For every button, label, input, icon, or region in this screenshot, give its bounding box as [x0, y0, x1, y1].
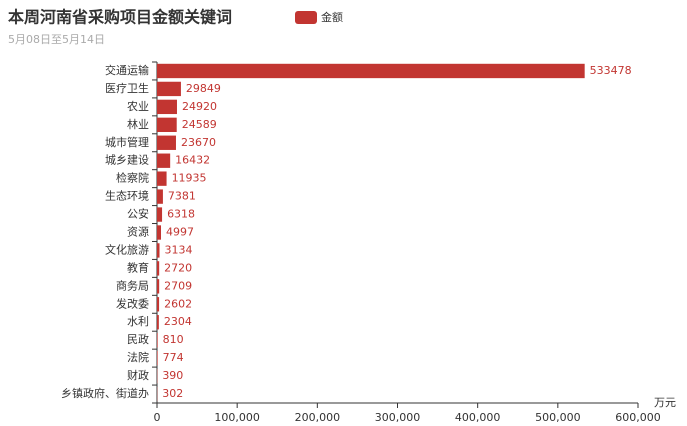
x-tick-label: 600,000	[615, 411, 661, 424]
x-tick-label: 300,000	[375, 411, 421, 424]
value-label: 302	[162, 387, 183, 400]
value-label: 11935	[172, 172, 207, 185]
y-tick-label: 医疗卫生	[105, 81, 149, 95]
bar	[157, 63, 585, 79]
x-tick-label: 0	[154, 411, 161, 424]
chart-subtitle: 5月08日至5月14日	[8, 33, 105, 46]
y-tick-label: 检察院	[116, 171, 149, 185]
bar	[157, 189, 163, 204]
value-label: 24589	[182, 118, 217, 131]
y-tick-label: 水利	[127, 315, 149, 328]
y-tick-label: 城乡建设	[105, 153, 149, 167]
y-tick-label: 文化旅游	[105, 242, 149, 256]
y-tick-label: 城市管理	[105, 135, 149, 149]
bar	[157, 153, 171, 168]
bar	[157, 81, 181, 97]
value-label: 2602	[164, 297, 192, 310]
bar	[157, 135, 176, 150]
x-axis-label: 万元	[654, 396, 676, 409]
y-tick-label: 民政	[127, 332, 149, 346]
y-tick-label: 法院	[127, 350, 149, 364]
bar	[157, 207, 163, 222]
y-tick-label: 教育	[127, 260, 149, 274]
value-label: 774	[163, 351, 184, 364]
bar	[157, 243, 160, 258]
chart-title: 本周河南省采购项目金额关键词	[8, 8, 232, 27]
value-label: 16432	[175, 154, 210, 167]
bar	[157, 350, 158, 366]
bar	[157, 315, 159, 330]
value-label: 810	[163, 333, 184, 346]
value-label: 3134	[165, 243, 193, 256]
value-label: 533478	[590, 64, 632, 77]
x-tick-label: 500,000	[535, 411, 581, 424]
value-label: 390	[162, 369, 183, 382]
y-tick-label: 发改委	[116, 296, 149, 310]
y-tick-label: 商务局	[116, 278, 149, 292]
bar	[157, 261, 160, 276]
bar	[157, 117, 177, 132]
bar	[157, 99, 177, 115]
value-label: 29849	[186, 82, 221, 95]
value-label: 7381	[168, 190, 196, 203]
y-tick-label: 乡镇政府、街道办	[61, 386, 149, 400]
bar	[157, 279, 160, 294]
y-tick-label: 林业	[127, 117, 149, 131]
value-label: 24920	[182, 100, 217, 113]
legend-swatch	[295, 11, 317, 24]
x-tick-label: 400,000	[455, 411, 501, 424]
x-tick-label: 200,000	[295, 411, 341, 424]
bar	[157, 171, 167, 186]
value-label: 23670	[181, 136, 216, 149]
value-label: 4997	[166, 226, 194, 239]
bar	[157, 333, 158, 348]
y-tick-label: 交通运输	[105, 63, 149, 77]
bar	[157, 297, 160, 312]
value-label: 6318	[167, 208, 195, 221]
bar	[157, 225, 162, 240]
x-tick-label: 100,000	[214, 411, 260, 424]
value-label: 2720	[164, 261, 192, 274]
value-label: 2304	[164, 315, 192, 328]
legend-label: 金额	[321, 10, 343, 24]
y-tick-label: 生态环境	[105, 189, 149, 203]
y-tick-label: 资源	[127, 225, 149, 239]
y-tick-label: 农业	[127, 99, 149, 113]
y-tick-label: 公安	[127, 207, 149, 221]
value-label: 2709	[164, 279, 192, 292]
y-tick-label: 财政	[127, 368, 149, 382]
